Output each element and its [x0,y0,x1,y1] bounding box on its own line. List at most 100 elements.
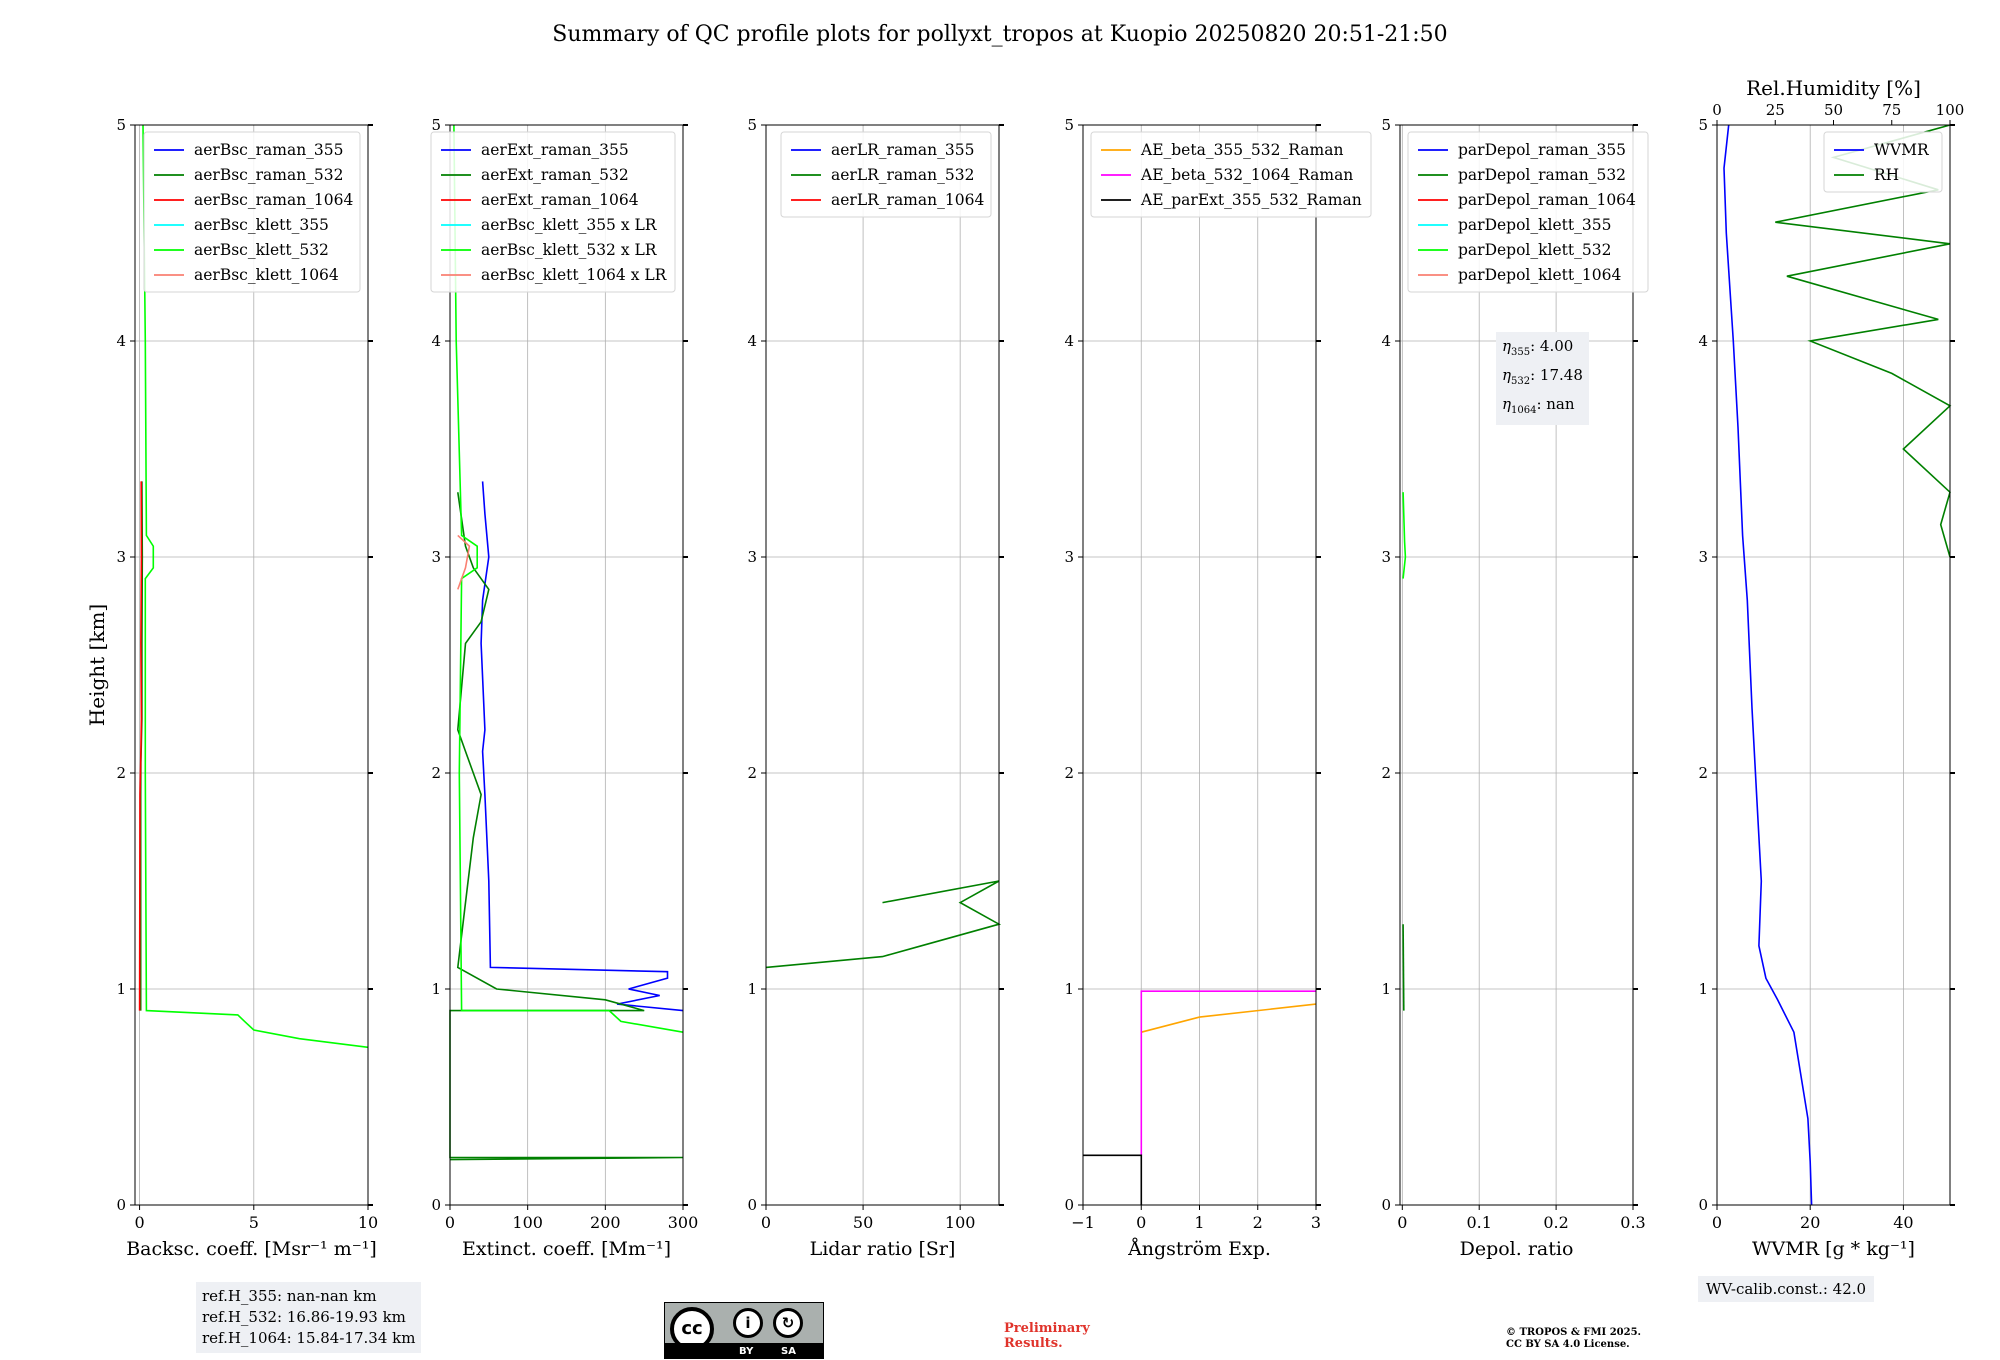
y-tick-label: 2 [1698,764,1708,782]
eta-355: η355: 4.00 [1502,337,1574,358]
badge-by-label: BY [739,1346,754,1357]
plot-frame [134,124,369,1206]
y-tick-label: 5 [1064,116,1074,134]
series-line [1723,124,1813,1206]
x-tick-label: 5 [249,1213,259,1232]
preliminary-line-2: Results. [1004,1336,1063,1351]
legend-label: aerBsc_klett_532 [194,241,329,259]
legend: aerBsc_raman_355 aerBsc_raman_532 aerBsc_r… [143,131,361,293]
legend-label: parDepol_raman_1064 [1458,191,1636,209]
plot-frame [765,124,1000,1206]
legend-label: parDepol_klett_355 [1458,216,1611,234]
x2-tick-label: 75 [1882,101,1901,119]
series-line [1402,924,1405,1011]
share-alike-icon: ↻ [773,1308,803,1338]
plot-frame [1399,124,1634,1206]
x-tick-label: 2 [1253,1213,1263,1232]
x-tick-label: 3 [1311,1213,1321,1232]
x2-tick-label: 50 [1824,101,1843,119]
y-tick-label: 3 [116,548,126,566]
copyright-note: © TROPOS & FMI 2025. CC BY SA 4.0 Licens… [1506,1327,1726,1351]
legend-label: aerBsc_klett_355 [194,216,329,234]
legend-label: aerLR_raman_1064 [831,191,984,209]
legend-label: AE_parExt_355_532_Raman [1140,191,1362,209]
plot-frame [1716,124,1951,1206]
legend-label: aerLR_raman_355 [831,141,974,159]
legend-label: AE_beta_355_532_Raman [1140,141,1343,159]
legend-label: parDepol_klett_1064 [1458,266,1621,284]
legend-label: parDepol_raman_355 [1458,141,1626,159]
y-tick-label: 4 [1381,332,1391,350]
copyright-line-1: © TROPOS & FMI 2025. [1506,1327,1642,1338]
x-tick-label: 200 [590,1213,621,1232]
legend: AE_beta_355_532_Raman AE_beta_532_1064_Ra… [1090,131,1372,218]
y-tick-label: 5 [1698,116,1708,134]
figure-title: Summary of QC profile plots for pollyxt_… [552,22,1448,47]
y-tick-label: 1 [116,980,126,998]
y-tick-label: 0 [1381,1196,1391,1214]
series-line [138,481,143,1011]
legend-label: RH [1874,166,1899,184]
y-tick-label: 0 [1698,1196,1708,1214]
x-tick-label: 50 [853,1213,873,1232]
y-tick-label: 5 [747,116,757,134]
y-axis-label: Height [km] [85,604,109,726]
y-tick-label: 2 [431,764,441,782]
y-tick-label: 3 [1381,548,1391,566]
x-tick-label: 10 [358,1213,378,1232]
legend-label: aerBsc_raman_355 [194,141,344,159]
x-tick-label: 20 [1800,1213,1820,1232]
series-line [142,124,369,1049]
y-tick-label: 4 [747,332,757,350]
y-tick-label: 1 [1064,980,1074,998]
panel-backscatter: 0 5 10 0 1 2 3 4 5 Backsc. coeff. [Msr⁻¹ m⁻¹] Heig… [85,116,378,1260]
y-tick-label: 1 [1698,980,1708,998]
legend-label: aerBsc_klett_1064 [194,266,339,284]
x-tick-label: 0.2 [1543,1213,1568,1232]
badge-sa-label: SA [781,1346,796,1357]
legend-label: parDepol_klett_532 [1458,241,1611,259]
cc-by-sa-license-badge: cc i ↻ BY SA [664,1302,824,1359]
legend-label: aerExt_raman_532 [481,166,629,184]
legend: WVMR RH [1823,131,1943,193]
legend-box [1407,131,1649,293]
badge-bar [665,1343,823,1358]
series-line [457,534,471,590]
x-tick-label: 0 [1136,1213,1146,1232]
ref-height-1064: ref.H_1064: 15.84-17.34 km [202,1329,416,1347]
x-tick-label: 0 [134,1213,144,1232]
x-tick-label: 0.1 [1466,1213,1491,1232]
legend-label: WVMR [1874,141,1930,159]
legend-label: aerBsc_klett_532 x LR [481,241,658,259]
preliminary-line-1: Preliminary [1004,1321,1090,1336]
y-tick-label: 2 [1064,764,1074,782]
plot-frame [449,124,684,1206]
x2-tick-label: 0 [1712,101,1722,119]
eta-532: η532: 17.48 [1502,366,1583,387]
x-axis-label: Lidar ratio [Sr] [810,1238,956,1260]
x-axis-label: Backsc. coeff. [Msr⁻¹ m⁻¹] [126,1238,377,1260]
y-tick-label: 0 [116,1196,126,1214]
series-line [480,481,684,1012]
wv-calibration-box: WV-calib.const.: 42.0 [1698,1276,1875,1302]
y-tick-label: 2 [116,764,126,782]
series-line [1775,124,1952,558]
y-tick-label: 4 [116,332,126,350]
panel-extinction: 0 100 200 300 0 1 2 3 4 5 Extinct. coeff. [Mm⁻¹] ae… [430,116,698,1260]
series-line [1140,990,1316,1156]
x2-tick-label: 100 [1936,101,1965,119]
legend-label: aerExt_raman_355 [481,141,629,159]
eta-1064: η1064: nan [1502,395,1575,416]
y-tick-label: 5 [431,116,441,134]
x-tick-label: 0 [1397,1213,1407,1232]
x-tick-label: 0.3 [1620,1213,1645,1232]
ref-height-532: ref.H_532: 16.86-19.93 km [202,1308,406,1326]
x-axis-label: WVMR [g * kg⁻¹] [1752,1238,1915,1260]
x-tick-label: 0 [445,1213,455,1232]
series-line [449,492,684,1161]
legend-box [1090,131,1372,218]
